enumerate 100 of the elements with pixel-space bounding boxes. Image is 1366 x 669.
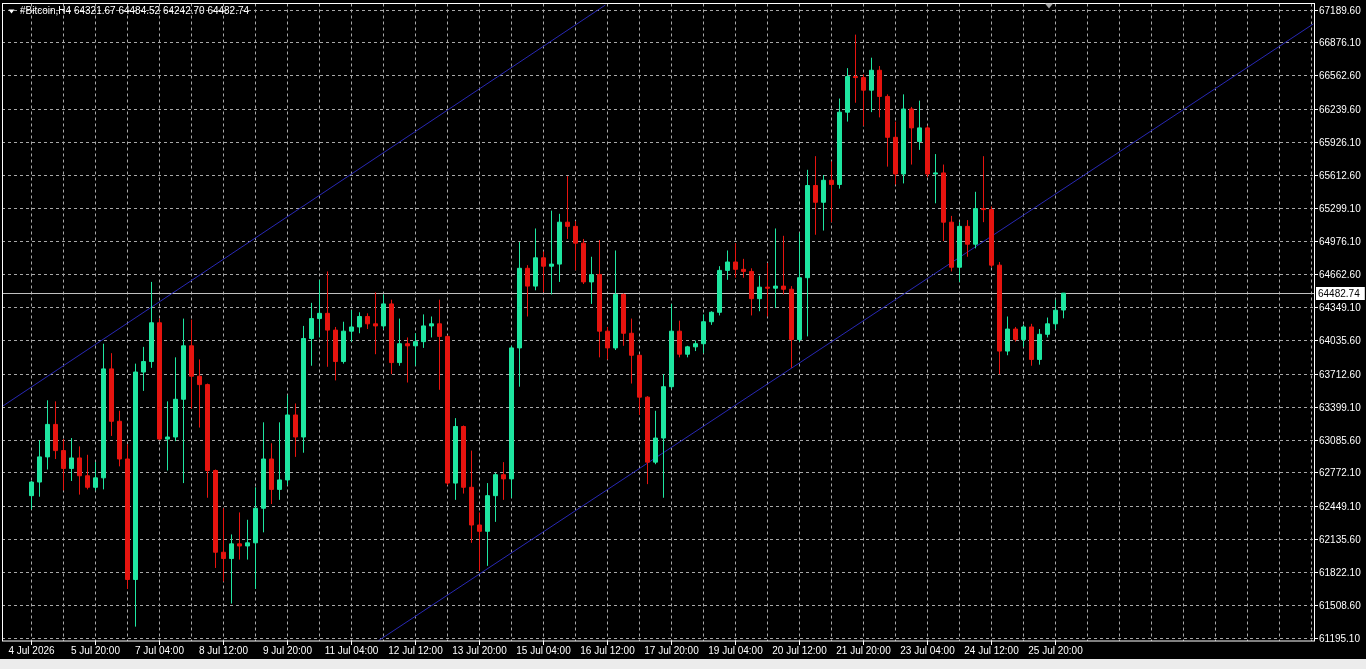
candlestick	[845, 67, 850, 123]
candlestick	[685, 345, 690, 358]
candlestick	[205, 383, 210, 499]
candlestick	[253, 486, 258, 590]
candlestick	[677, 320, 682, 358]
y-tick-label: 63085.60	[1319, 435, 1362, 446]
candlestick	[373, 291, 378, 355]
candlestick	[533, 227, 538, 291]
candlestick	[453, 417, 458, 501]
candlestick	[621, 292, 626, 347]
x-tick-label: 15 Jul 04:00	[516, 645, 572, 656]
y-tick-label: 64976.10	[1319, 236, 1362, 247]
candlestick	[597, 239, 602, 358]
candlestick	[813, 155, 818, 236]
x-tick-label: 8 Jul 12:00	[199, 645, 249, 656]
candlestick	[741, 258, 746, 279]
candlestick	[869, 57, 874, 113]
y-tick-label: 61822.10	[1319, 567, 1362, 578]
candlestick	[237, 511, 242, 561]
candlestick	[933, 153, 938, 204]
candlestick	[589, 256, 594, 305]
candlestick	[573, 220, 578, 271]
candlestick	[565, 175, 570, 240]
candlestick	[773, 227, 778, 309]
y-tick-label: 62772.10	[1319, 467, 1362, 478]
candlestick	[493, 472, 498, 523]
candlestick	[29, 480, 34, 510]
y-tick-label: 63712.60	[1319, 369, 1362, 380]
candlestick	[389, 299, 394, 375]
candlestick	[941, 164, 946, 242]
y-tick-label: 65299.10	[1319, 203, 1362, 214]
candlestick	[69, 437, 74, 482]
x-tick-label: 12 Jul 12:00	[388, 645, 444, 656]
x-tick-label: 13 Jul 20:00	[452, 645, 508, 656]
y-tick-label: 61195.10	[1319, 633, 1361, 644]
candlestick	[317, 279, 322, 338]
candlestick	[117, 410, 122, 467]
candlestick	[901, 93, 906, 184]
x-tick-label: 23 Jul 04:00	[900, 645, 956, 656]
candlestick	[917, 100, 922, 151]
candlestick	[461, 424, 466, 495]
candlestick	[981, 155, 986, 223]
candlestick	[501, 461, 506, 501]
candlestick	[397, 318, 402, 367]
x-tick-label: 9 Jul 20:00	[263, 645, 313, 656]
candlestick	[1029, 323, 1034, 367]
candlestick	[1021, 324, 1026, 348]
candlestick	[1037, 328, 1042, 366]
y-tick-label: 65612.60	[1319, 170, 1362, 181]
candlestick	[637, 353, 642, 416]
x-tick-label: 19 Jul 04:00	[708, 645, 764, 656]
candlestick	[709, 310, 714, 326]
candlestick	[965, 219, 970, 258]
candlestick	[333, 326, 338, 381]
x-tick-label: 16 Jul 12:00	[580, 645, 636, 656]
candlestick	[861, 73, 866, 127]
candlestick	[765, 262, 770, 317]
y-tick-label: 66239.60	[1319, 104, 1362, 115]
candlestick	[725, 249, 730, 281]
y-tick-label: 66562.60	[1319, 70, 1362, 81]
candlestick	[485, 482, 490, 567]
candlestick	[165, 400, 170, 472]
y-tick-label: 62135.60	[1319, 534, 1362, 545]
x-tick-label: 5 Jul 20:00	[71, 645, 121, 656]
candlestick	[821, 174, 826, 232]
x-tick-label: 7 Jul 04:00	[135, 645, 185, 656]
candlestick	[885, 93, 890, 168]
candlestick	[541, 251, 546, 293]
candlestick	[749, 267, 754, 316]
candlestick	[101, 343, 106, 490]
candlestick	[989, 205, 994, 268]
y-tick-label: 62449.10	[1319, 501, 1362, 512]
candlestick	[877, 65, 882, 118]
candlestick	[61, 438, 66, 491]
candlestick	[133, 363, 138, 628]
candlestick	[701, 313, 706, 354]
candlestick	[893, 121, 898, 185]
candlestick	[781, 235, 786, 295]
candlestick	[925, 125, 930, 178]
candlestick	[213, 468, 218, 569]
x-tick-label: 25 Jul 20:00	[1028, 645, 1084, 656]
candlestick	[477, 511, 482, 572]
candlestick	[277, 421, 282, 501]
candlestick	[45, 399, 50, 470]
candlestick	[141, 346, 146, 392]
candlestick	[181, 318, 186, 484]
candlestick	[413, 332, 418, 367]
y-tick-label: 67189.60	[1319, 5, 1362, 16]
y-tick-label: 64349.10	[1319, 302, 1362, 313]
ref-line-label: 64482.74	[1318, 288, 1361, 299]
x-tick-label: 20 Jul 12:00	[772, 645, 828, 656]
candlestick	[341, 321, 346, 365]
candlestick	[85, 454, 90, 490]
x-tick-label: 4 Jul 2026	[8, 645, 56, 656]
candlestick	[77, 445, 82, 496]
candlestick	[261, 421, 266, 533]
candlestick	[1053, 299, 1058, 330]
candlestick	[365, 312, 370, 330]
candlestick	[429, 315, 434, 338]
candlestick	[605, 326, 610, 360]
